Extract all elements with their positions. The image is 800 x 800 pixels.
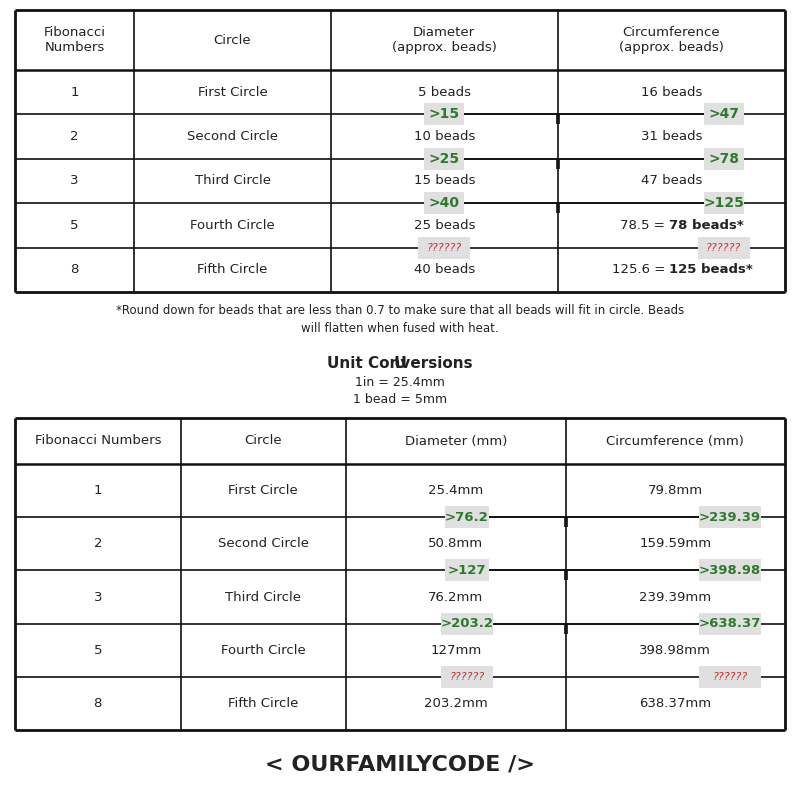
Text: 25.4mm: 25.4mm	[428, 484, 483, 497]
Bar	[698, 237, 750, 258]
Text: 25 beads: 25 beads	[414, 219, 475, 232]
Text: 2: 2	[70, 130, 79, 143]
Text: 79.8mm: 79.8mm	[648, 484, 703, 497]
Text: Fourth Circle: Fourth Circle	[190, 219, 275, 232]
Bar	[424, 192, 464, 214]
Text: 3: 3	[70, 174, 79, 187]
Text: 203.2mm: 203.2mm	[424, 697, 488, 710]
Text: ??????: ??????	[426, 242, 462, 253]
Text: < OURFAMILYCODE />: < OURFAMILYCODE />	[265, 755, 535, 775]
Text: 47 beads: 47 beads	[641, 174, 702, 187]
Bar	[704, 148, 744, 170]
Text: >78: >78	[708, 152, 739, 166]
Text: 5 beads: 5 beads	[418, 86, 470, 98]
Text: 8: 8	[70, 263, 79, 276]
Text: ??????: ??????	[706, 242, 742, 253]
Text: 8: 8	[94, 697, 102, 710]
Text: 159.59mm: 159.59mm	[639, 538, 711, 550]
Text: Unit Conversions: Unit Conversions	[327, 356, 473, 371]
Text: Fifth Circle: Fifth Circle	[228, 697, 298, 710]
Text: Diameter
(approx. beads): Diameter (approx. beads)	[392, 26, 497, 54]
Text: Circumference (mm): Circumference (mm)	[606, 434, 744, 447]
Text: will flatten when fused with heat.: will flatten when fused with heat.	[301, 322, 499, 335]
Text: 15 beads: 15 beads	[414, 174, 475, 187]
Bar	[441, 613, 493, 634]
Text: U: U	[394, 356, 406, 371]
Text: Fibonacci
Numbers: Fibonacci Numbers	[44, 26, 106, 54]
Text: 125 beads*: 125 beads*	[670, 263, 753, 276]
Text: Circle: Circle	[245, 434, 282, 447]
Text: >239.39: >239.39	[699, 510, 762, 524]
Text: 5: 5	[70, 219, 79, 232]
Text: 76.2mm: 76.2mm	[428, 590, 483, 603]
Text: 16 beads: 16 beads	[641, 86, 702, 98]
Text: 50.8mm: 50.8mm	[428, 538, 483, 550]
Text: 3: 3	[94, 590, 102, 603]
Text: 78.5 =: 78.5 =	[621, 219, 670, 232]
Text: >40: >40	[429, 196, 460, 210]
Text: Fourth Circle: Fourth Circle	[221, 644, 306, 657]
Text: >203.2: >203.2	[440, 617, 494, 630]
Text: First Circle: First Circle	[229, 484, 298, 497]
Text: *Round down for beads that are less than 0.7 to make sure that all beads will fi: *Round down for beads that are less than…	[116, 304, 684, 317]
Bar	[424, 103, 464, 126]
Bar	[699, 559, 761, 582]
Text: Circumference
(approx. beads): Circumference (approx. beads)	[619, 26, 724, 54]
Text: 638.37mm: 638.37mm	[639, 697, 711, 710]
Text: ??????: ??????	[449, 672, 485, 682]
Bar	[699, 613, 761, 634]
Text: >47: >47	[708, 107, 739, 122]
Bar	[704, 192, 744, 214]
Bar	[699, 506, 761, 528]
Text: >398.98: >398.98	[699, 564, 762, 577]
Text: Fifth Circle: Fifth Circle	[198, 263, 268, 276]
Text: >638.37: >638.37	[699, 617, 762, 630]
Text: Third Circle: Third Circle	[226, 590, 302, 603]
Bar	[699, 666, 761, 688]
Bar	[418, 237, 470, 258]
Text: 1: 1	[70, 86, 79, 98]
Text: Circle: Circle	[214, 34, 251, 46]
Bar	[424, 148, 464, 170]
Text: 10 beads: 10 beads	[414, 130, 475, 143]
Text: First Circle: First Circle	[198, 86, 267, 98]
Text: Diameter (mm): Diameter (mm)	[405, 434, 507, 447]
Text: ??????: ??????	[713, 672, 748, 682]
Text: 125.6 =: 125.6 =	[612, 263, 670, 276]
Text: Second Circle: Second Circle	[187, 130, 278, 143]
Text: >25: >25	[429, 152, 460, 166]
Text: 1 bead = 5mm: 1 bead = 5mm	[353, 393, 447, 406]
Text: >76.2: >76.2	[445, 510, 489, 524]
Text: >15: >15	[429, 107, 460, 122]
Text: 78 beads*: 78 beads*	[670, 219, 744, 232]
Text: Third Circle: Third Circle	[194, 174, 270, 187]
Text: 1: 1	[94, 484, 102, 497]
Text: 31 beads: 31 beads	[641, 130, 702, 143]
Bar	[445, 559, 489, 582]
Text: Second Circle: Second Circle	[218, 538, 309, 550]
Text: 239.39mm: 239.39mm	[639, 590, 711, 603]
Text: 1in = 25.4mm: 1in = 25.4mm	[355, 376, 445, 389]
Bar	[441, 666, 493, 688]
Bar	[445, 506, 489, 528]
Text: >125: >125	[703, 196, 744, 210]
Text: 5: 5	[94, 644, 102, 657]
Text: >127: >127	[447, 564, 486, 577]
Text: 40 beads: 40 beads	[414, 263, 475, 276]
Text: 398.98mm: 398.98mm	[639, 644, 711, 657]
Text: Fibonacci Numbers: Fibonacci Numbers	[34, 434, 161, 447]
Text: 2: 2	[94, 538, 102, 550]
Bar	[704, 103, 744, 126]
Text: 127mm: 127mm	[430, 644, 482, 657]
